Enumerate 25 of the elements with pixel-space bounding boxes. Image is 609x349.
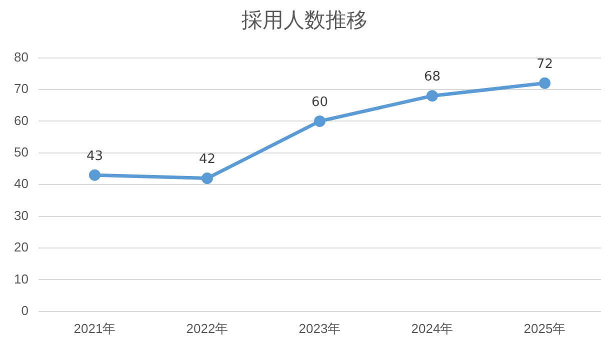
chart-title: 採用人数推移: [240, 7, 368, 34]
data-label: 68: [424, 70, 441, 85]
y-tick-label: 80: [14, 49, 28, 64]
data-label: 60: [311, 95, 328, 110]
x-tick-label: 2025年: [524, 320, 566, 336]
x-tick-label: 2022年: [186, 320, 228, 336]
x-tick-label: 2024年: [411, 320, 454, 336]
x-tick-label: 2021年: [74, 320, 116, 336]
point: [314, 115, 326, 127]
y-tick-label: 30: [14, 208, 28, 223]
y-tick-label: 0: [21, 302, 28, 318]
y-tick-label: 20: [14, 240, 28, 255]
x-tick-label: 2023年: [298, 320, 341, 336]
y-tick-label: 60: [14, 112, 28, 128]
data-label: 42: [198, 152, 216, 168]
data-label: 72: [536, 57, 554, 72]
point: [538, 77, 550, 89]
y-tick-label: 40: [14, 176, 28, 192]
y-tick-label: 50: [14, 144, 28, 160]
point: [88, 169, 100, 181]
point: [201, 172, 213, 184]
data-label: 43: [86, 148, 103, 164]
point: [426, 90, 438, 102]
y-tick-label: 10: [14, 271, 28, 286]
y-tick-label: 70: [14, 81, 28, 96]
